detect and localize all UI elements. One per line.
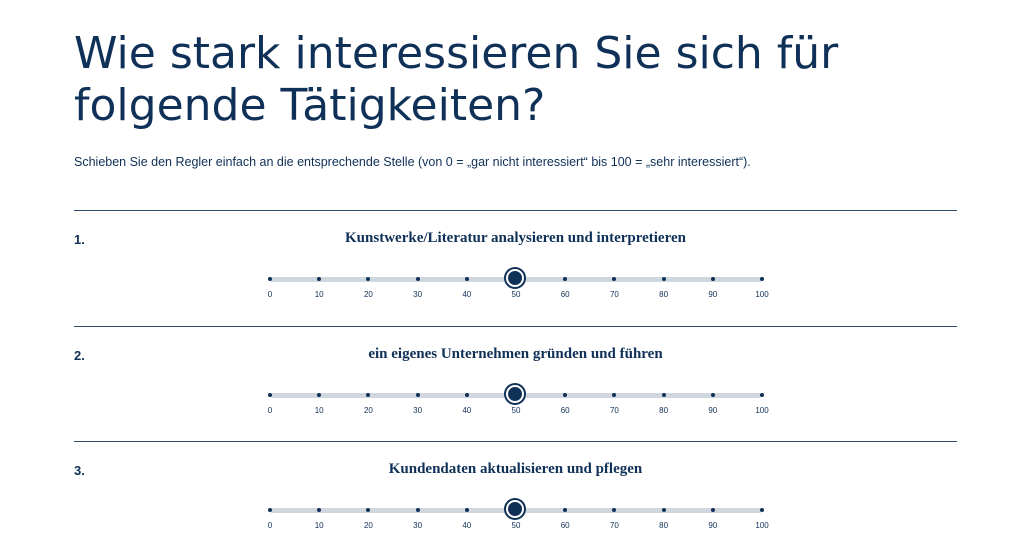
interest-slider-1[interactable]: 0 10 20 30 40 50 60 70 80 90 100: [268, 268, 769, 308]
tick-label: 0: [267, 290, 273, 299]
tick-label: 90: [708, 521, 718, 530]
tick-mark: [760, 393, 764, 397]
tick-label: 0: [267, 406, 273, 415]
tick-mark: [661, 277, 666, 281]
tick-label: 60: [560, 406, 570, 415]
tick-label: 100: [755, 406, 769, 415]
slider-handle[interactable]: [506, 500, 524, 518]
question-number: 3.: [74, 463, 85, 478]
tick-label: 20: [363, 521, 373, 530]
tick-mark: [268, 508, 272, 512]
tick-mark: [710, 393, 715, 397]
tick-label: 90: [708, 290, 718, 299]
tick-label: 50: [511, 406, 521, 415]
question-item-1: 1. Kunstwerke/Literatur analysieren und …: [74, 210, 957, 327]
instruction-text: Schieben Sie den Regler einfach an die e…: [74, 155, 751, 169]
tick-mark: [317, 277, 322, 281]
tick-label: 0: [267, 521, 273, 530]
question-item-2: 2. ein eigenes Unternehmen gründen und f…: [74, 326, 957, 443]
tick-mark: [612, 508, 617, 512]
tick-mark: [612, 277, 617, 281]
tick-label: 10: [314, 521, 324, 530]
tick-mark: [415, 508, 420, 512]
tick-label: 100: [755, 290, 769, 299]
question-number: 1.: [74, 232, 85, 247]
tick-label: 70: [609, 521, 619, 530]
tick-mark: [464, 277, 469, 281]
tick-label: 40: [462, 521, 472, 530]
tick-label: 90: [708, 406, 718, 415]
tick-label: 80: [659, 406, 669, 415]
tick-label: 80: [659, 290, 669, 299]
tick-mark: [760, 508, 764, 512]
tick-mark: [366, 277, 371, 281]
tick-label: 30: [413, 521, 423, 530]
tick-mark: [317, 508, 322, 512]
tick-label: 50: [511, 521, 521, 530]
tick-mark: [464, 393, 469, 397]
tick-label: 60: [560, 521, 570, 530]
tick-mark: [760, 277, 764, 281]
question-label: ein eigenes Unternehmen gründen und führ…: [368, 346, 663, 362]
tick-mark: [563, 393, 568, 397]
slider-handle[interactable]: [506, 269, 524, 287]
slider-handle[interactable]: [506, 385, 524, 403]
tick-mark: [464, 508, 469, 512]
tick-label: 60: [560, 290, 570, 299]
question-label: Kunstwerke/Literatur analysieren und int…: [345, 230, 686, 246]
tick-mark: [415, 393, 420, 397]
tick-label: 100: [755, 521, 769, 530]
tick-mark: [661, 393, 666, 397]
tick-mark: [710, 277, 715, 281]
question-number: 2.: [74, 348, 85, 363]
tick-label: 10: [314, 290, 324, 299]
tick-mark: [563, 277, 568, 281]
tick-label: 10: [314, 406, 324, 415]
tick-mark: [563, 508, 568, 512]
tick-label: 30: [413, 290, 423, 299]
tick-label: 70: [609, 406, 619, 415]
interest-slider-3[interactable]: 0 10 20 30 40 50 60 70 80 90 100: [268, 499, 769, 539]
tick-label: 50: [511, 290, 521, 299]
tick-mark: [661, 508, 666, 512]
page-title: Wie stark interessieren Sie sich für fol…: [74, 28, 839, 131]
tick-mark: [268, 277, 272, 281]
tick-mark: [612, 393, 617, 397]
tick-label: 20: [363, 290, 373, 299]
tick-mark: [366, 508, 371, 512]
tick-mark: [415, 277, 420, 281]
tick-mark: [366, 393, 371, 397]
question-label: Kundendaten aktualisieren und pflegen: [388, 461, 643, 477]
tick-label: 30: [413, 406, 423, 415]
tick-label: 80: [659, 521, 669, 530]
tick-mark: [317, 393, 322, 397]
tick-label: 70: [609, 290, 619, 299]
tick-mark: [710, 508, 715, 512]
tick-label: 20: [363, 406, 373, 415]
tick-mark: [268, 393, 272, 397]
tick-label: 40: [462, 406, 472, 415]
interest-slider-2[interactable]: 0 10 20 30 40 50 60 70 80 90 100: [268, 384, 769, 424]
tick-label: 40: [462, 290, 472, 299]
question-item-3: 3. Kundendaten aktualisieren und pflegen…: [74, 441, 957, 558]
